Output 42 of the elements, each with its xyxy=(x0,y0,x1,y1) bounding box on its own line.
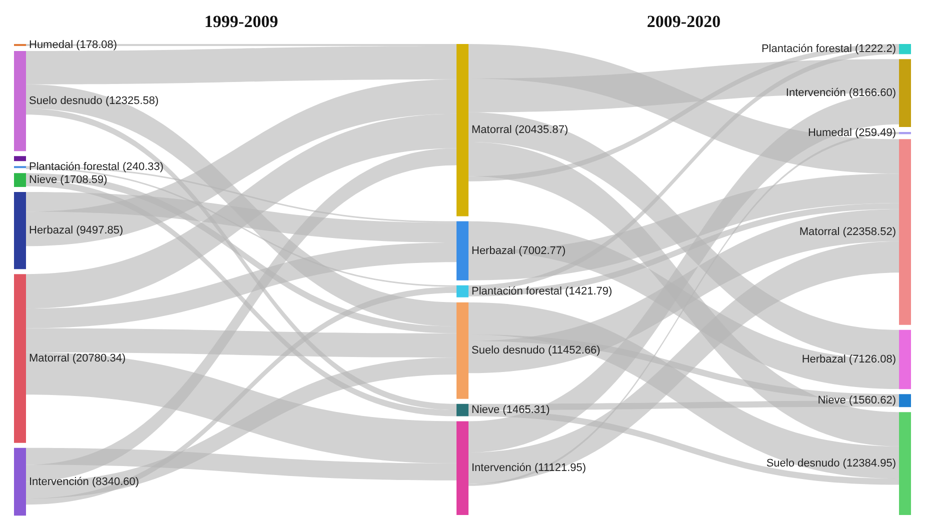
category-label: Herbazal xyxy=(802,354,846,366)
category-label: Suelo desnudo xyxy=(472,344,545,357)
text: 1999-2009 xyxy=(204,12,278,31)
category-label: Nieve xyxy=(472,404,500,416)
data-label: (1222.2) xyxy=(855,43,896,56)
data-label: (11452.66) xyxy=(548,344,600,357)
data-label: (20435.87) xyxy=(514,124,568,136)
category-label: Suelo desnudo xyxy=(29,95,102,108)
category-label: Nieve xyxy=(29,174,58,186)
data-label: (7002.77) xyxy=(518,244,566,257)
category-label: Herbazal xyxy=(472,244,516,257)
category-label: Humedal xyxy=(808,127,852,140)
category-label: Intervención xyxy=(29,476,89,488)
category-label: Matorral xyxy=(29,352,70,365)
data-label: (259.49) xyxy=(855,127,896,140)
data-label: (1560.62) xyxy=(848,394,896,407)
category-label: Matorral xyxy=(799,226,840,238)
data-label: (12384.95) xyxy=(842,458,896,470)
data-label: (1421.79) xyxy=(565,285,612,298)
category-label: Humedal xyxy=(29,39,74,52)
category-label: Suelo desnudo xyxy=(766,458,840,470)
data-label: (9497.85) xyxy=(76,224,124,237)
category-label: Intervención xyxy=(472,462,532,474)
category-label: Nieve xyxy=(818,394,846,407)
text: 2009-2020 xyxy=(646,12,721,31)
category-label: Matorral xyxy=(472,124,512,136)
data-label: (178.08) xyxy=(76,39,118,52)
data-label: (8340.60) xyxy=(92,476,140,488)
category-label: Plantación forestal xyxy=(761,43,852,56)
data-label: (240.33) xyxy=(122,161,164,174)
category-label: Intervención xyxy=(786,87,846,100)
category-label: Plantación forestal xyxy=(472,285,562,298)
data-label: (7126.08) xyxy=(848,354,896,366)
data-label: (11121.95) xyxy=(534,462,586,474)
category-label: Plantación forestal xyxy=(29,161,120,174)
data-label: (20780.34) xyxy=(72,352,126,365)
data-label: (8166.60) xyxy=(848,87,896,100)
data-label: (1708.59) xyxy=(60,174,108,186)
data-label: (12325.58) xyxy=(105,95,159,108)
data-label: (22358.52) xyxy=(842,226,896,238)
data-label: (1465.31) xyxy=(502,404,550,416)
category-label: Herbazal xyxy=(29,224,74,237)
